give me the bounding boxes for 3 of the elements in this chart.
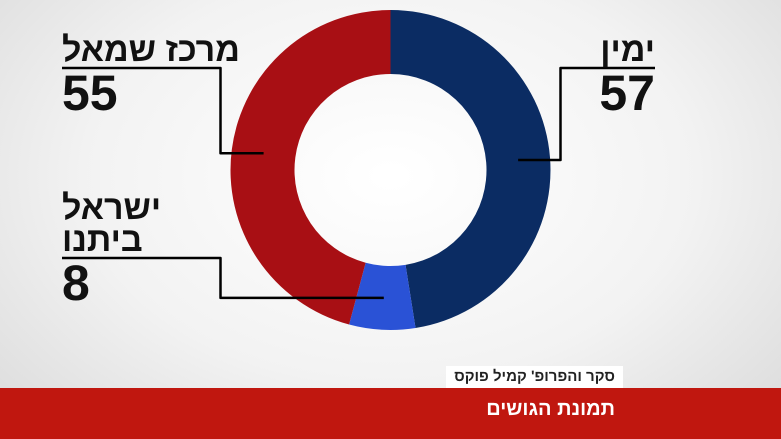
slice-label: ימין [600, 31, 655, 69]
text: סקר והפרופ' קמיל פוקס [446, 366, 623, 388]
text: תמונת הגושים [486, 398, 615, 421]
